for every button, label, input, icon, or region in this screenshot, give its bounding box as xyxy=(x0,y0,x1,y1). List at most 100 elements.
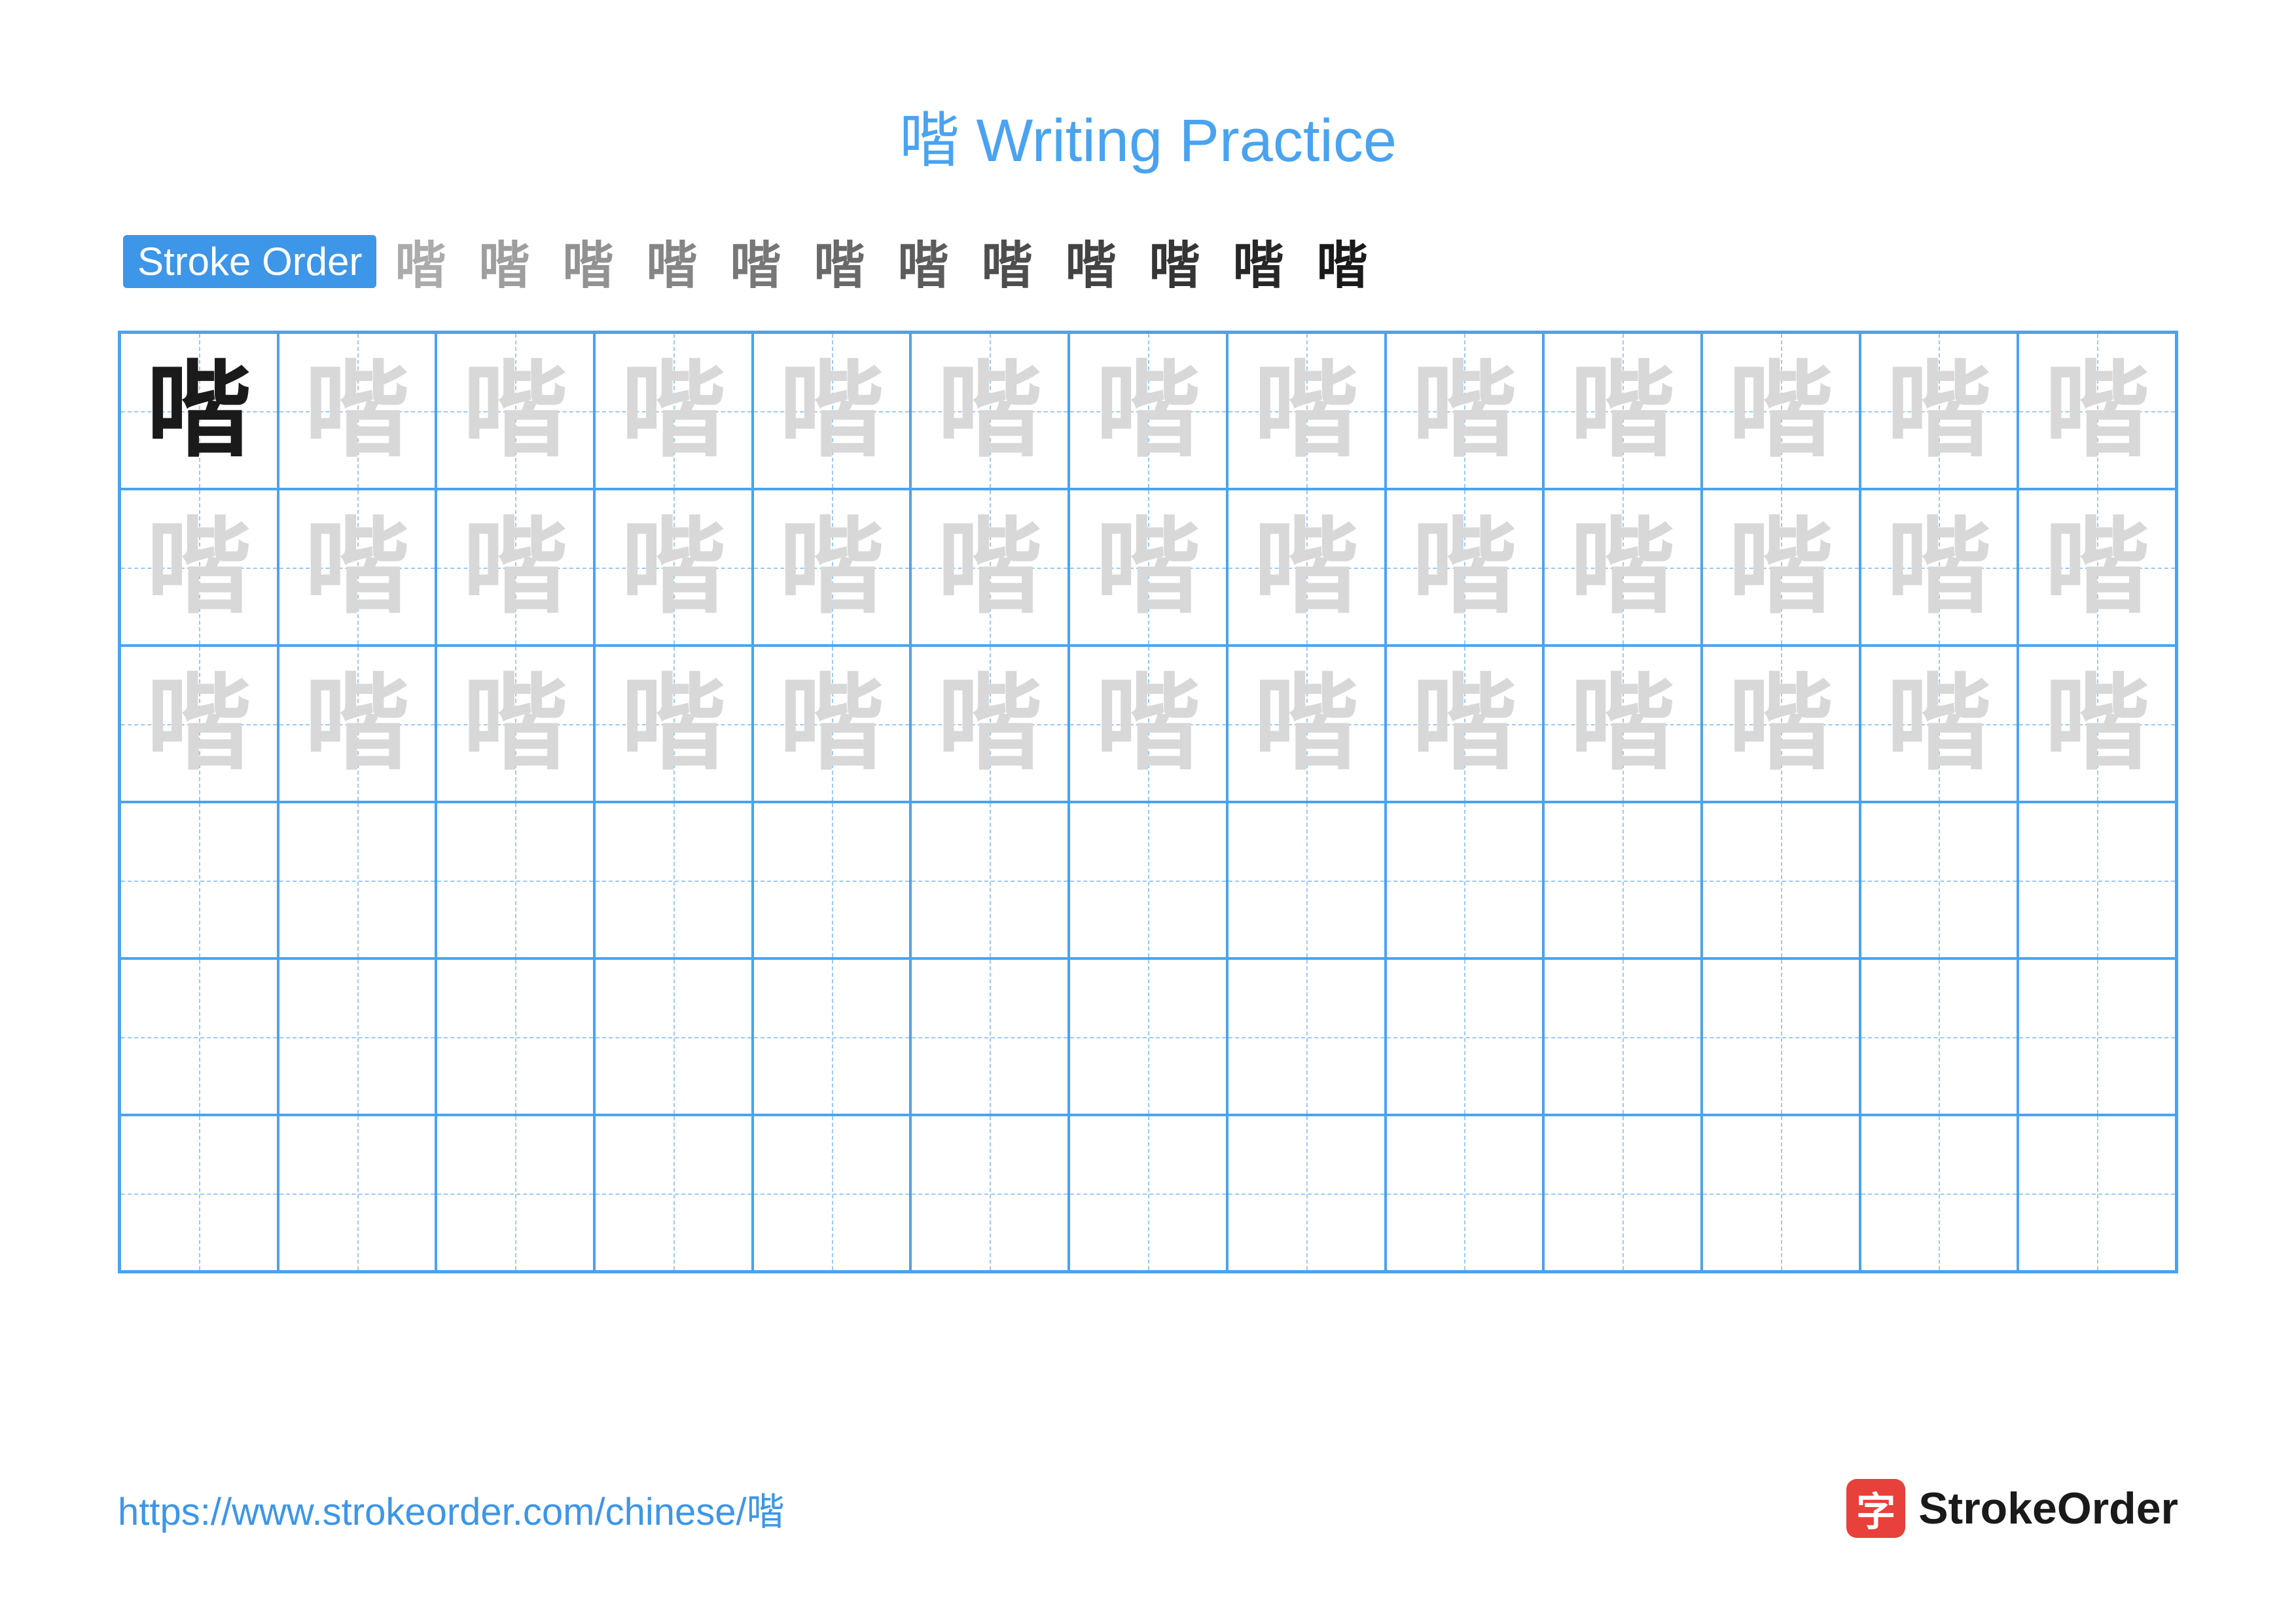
grid-cell xyxy=(910,802,1069,958)
trace-character: 喈 xyxy=(937,672,1042,776)
grid-cell: 喈 xyxy=(910,489,1069,646)
trace-character: 喈 xyxy=(2045,672,2149,776)
brand-text: StrokeOrder xyxy=(1918,1483,2178,1534)
trace-character: 喈 xyxy=(463,672,567,776)
grid-cell xyxy=(1543,1115,1702,1271)
grid-cell xyxy=(1386,1115,1544,1271)
grid-cell xyxy=(1069,958,1227,1115)
trace-character: 喈 xyxy=(305,359,410,464)
grid-cell: 喈 xyxy=(436,646,594,802)
trace-character: 喈 xyxy=(621,672,726,776)
trace-character: 喈 xyxy=(463,359,567,464)
trace-character: 喈 xyxy=(937,359,1042,464)
grid-cell xyxy=(1386,802,1544,958)
grid-cell xyxy=(436,1115,594,1271)
grid-cell xyxy=(278,1115,437,1271)
grid-cell: 喈 xyxy=(1543,646,1702,802)
grid-cell: 喈 xyxy=(1702,333,1860,489)
grid-cell xyxy=(1069,1115,1227,1271)
grid-cell: 喈 xyxy=(2018,489,2176,646)
trace-character: 喈 xyxy=(1412,515,1516,620)
grid-cell xyxy=(1860,958,2018,1115)
trace-character: 喈 xyxy=(147,515,251,620)
grid-cell xyxy=(1386,958,1544,1115)
grid-cell xyxy=(1702,802,1860,958)
trace-character: 喈 xyxy=(1886,359,1991,464)
trace-character: 喈 xyxy=(305,515,410,620)
grid-cell xyxy=(436,958,594,1115)
grid-cell: 喈 xyxy=(1386,333,1544,489)
grid-cell xyxy=(594,802,753,958)
trace-character: 喈 xyxy=(1570,672,1675,776)
trace-character: 喈 xyxy=(1729,672,1833,776)
stroke-step: 喈 xyxy=(395,225,447,298)
trace-character: 喈 xyxy=(621,515,726,620)
source-url: https://www.strokeorder.com/chinese/喈 xyxy=(118,1481,785,1536)
grid-cell: 喈 xyxy=(1860,646,2018,802)
grid-cell: 喈 xyxy=(120,646,278,802)
grid-cell xyxy=(910,1115,1069,1271)
stroke-step: 喈 xyxy=(1149,225,1202,298)
grid-cell xyxy=(2018,1115,2176,1271)
grid-cell xyxy=(1227,1115,1386,1271)
grid-cell: 喈 xyxy=(1227,646,1386,802)
trace-character: 喈 xyxy=(1886,515,1991,620)
stroke-step: 喈 xyxy=(814,225,867,298)
trace-character: 喈 xyxy=(1412,672,1516,776)
grid-cell: 喈 xyxy=(436,333,594,489)
grid-cell: 喈 xyxy=(2018,333,2176,489)
trace-character: 喈 xyxy=(1254,515,1359,620)
stroke-step: 喈 xyxy=(898,225,950,298)
grid-cell: 喈 xyxy=(120,489,278,646)
grid-cell xyxy=(753,958,911,1115)
trace-character: 喈 xyxy=(1729,515,1833,620)
grid-cell: 喈 xyxy=(1069,646,1227,802)
trace-character: 喈 xyxy=(1096,359,1200,464)
grid-cell: 喈 xyxy=(594,489,753,646)
grid-cell: 喈 xyxy=(910,333,1069,489)
grid-cell xyxy=(120,958,278,1115)
trace-character: 喈 xyxy=(2045,359,2149,464)
stroke-steps-container: 喈喈喈喈喈喈喈喈喈喈喈喈 xyxy=(395,225,1369,298)
trace-character: 喈 xyxy=(2045,515,2149,620)
grid-cell: 喈 xyxy=(1702,646,1860,802)
grid-cell xyxy=(1860,802,2018,958)
trace-character: 喈 xyxy=(1729,359,1833,464)
trace-character: 喈 xyxy=(305,672,410,776)
grid-cell: 喈 xyxy=(120,333,278,489)
stroke-step: 喈 xyxy=(1317,225,1369,298)
grid-cell: 喈 xyxy=(753,333,911,489)
grid-cell xyxy=(2018,802,2176,958)
grid-cell: 喈 xyxy=(910,646,1069,802)
stroke-step: 喈 xyxy=(1233,225,1285,298)
grid-cell: 喈 xyxy=(594,333,753,489)
trace-character: 喈 xyxy=(1570,515,1675,620)
grid-cell: 喈 xyxy=(1543,489,1702,646)
trace-character: 喈 xyxy=(147,672,251,776)
grid-cell: 喈 xyxy=(1386,489,1544,646)
stroke-step: 喈 xyxy=(647,225,699,298)
grid-cell: 喈 xyxy=(1860,489,2018,646)
trace-character: 喈 xyxy=(1096,515,1200,620)
grid-cell xyxy=(753,802,911,958)
grid-cell xyxy=(1227,802,1386,958)
brand-icon: 字 xyxy=(1846,1479,1905,1538)
stroke-step: 喈 xyxy=(982,225,1034,298)
grid-cell: 喈 xyxy=(436,489,594,646)
trace-character: 喈 xyxy=(463,515,567,620)
footer: https://www.strokeorder.com/chinese/喈 字 … xyxy=(118,1479,2178,1538)
grid-cell xyxy=(1069,802,1227,958)
grid-cell: 喈 xyxy=(278,489,437,646)
brand: 字 StrokeOrder xyxy=(1846,1479,2178,1538)
trace-character: 喈 xyxy=(1412,359,1516,464)
grid-cell xyxy=(120,802,278,958)
grid-cell xyxy=(120,1115,278,1271)
grid-cell xyxy=(1543,802,1702,958)
grid-cell xyxy=(1860,1115,2018,1271)
grid-cell xyxy=(910,958,1069,1115)
grid-cell: 喈 xyxy=(278,333,437,489)
grid-cell xyxy=(278,802,437,958)
trace-character: 喈 xyxy=(1886,672,1991,776)
stroke-order-row: Stroke Order 喈喈喈喈喈喈喈喈喈喈喈喈 xyxy=(118,225,2178,298)
stroke-step: 喈 xyxy=(730,225,783,298)
